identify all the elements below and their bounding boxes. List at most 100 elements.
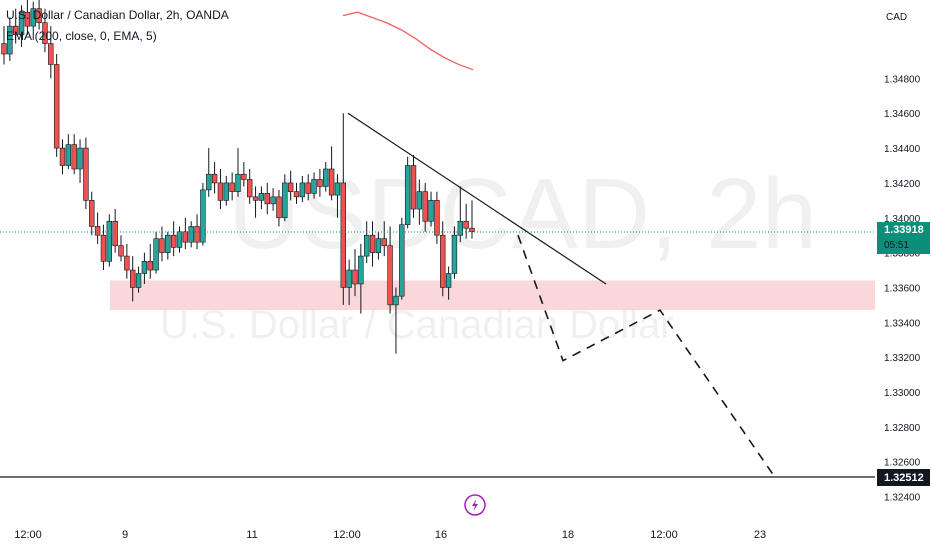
candle-body: [358, 255, 364, 285]
time-tick-label: 18: [562, 529, 574, 541]
candle: [159, 226, 165, 262]
candle: [59, 139, 66, 175]
candle-body: [1, 43, 7, 55]
candle-body: [153, 238, 159, 271]
candle-body: [36, 8, 42, 23]
candle-body: [48, 43, 54, 65]
lightning-bolt-icon[interactable]: [464, 494, 486, 516]
candle-body: [77, 147, 83, 170]
candle: [200, 182, 206, 246]
candle: [287, 170, 294, 201]
candle: [282, 174, 288, 222]
candle-body: [112, 220, 118, 246]
candle-body: [469, 227, 475, 233]
candle-body: [387, 245, 393, 306]
candle-body: [317, 179, 323, 187]
candle: [445, 266, 452, 300]
candle: [317, 168, 323, 197]
candle-body: [147, 261, 153, 271]
candle: [206, 148, 212, 197]
candle-body: [282, 182, 288, 219]
candle-body: [410, 165, 417, 210]
candle-body: [299, 182, 306, 198]
indicator-legend: EMA (200, close, 0, EMA, 5): [6, 29, 157, 43]
candle-body: [416, 191, 423, 210]
candle-body: [445, 273, 452, 288]
candle-body: [293, 191, 300, 198]
candle: [182, 217, 189, 250]
price-tick-label: 1.33800: [884, 249, 921, 260]
target-price-badge: [877, 469, 930, 487]
price-tick-label: 1.33400: [884, 318, 921, 329]
candle: [387, 226, 393, 314]
candle-body: [247, 179, 253, 198]
candle-body: [89, 200, 95, 227]
candle-body: [404, 165, 411, 226]
candle-body: [276, 196, 282, 219]
time-tick-label: 23: [754, 529, 766, 541]
candle-body: [457, 220, 463, 236]
candle: [118, 235, 124, 262]
ema-200-line: [342, 11, 474, 71]
candle: [369, 221, 376, 267]
candle: [305, 174, 311, 201]
price-tick-label: 1.34000: [884, 214, 921, 225]
candle-body: [258, 193, 265, 201]
candle-body: [235, 173, 241, 192]
candle-body: [264, 193, 270, 205]
candle: [276, 189, 282, 227]
candle-body: [229, 182, 235, 192]
candle-body: [270, 196, 276, 205]
ema-layer: [342, 11, 474, 71]
candle: [130, 256, 136, 302]
candle-body: [118, 245, 124, 257]
candle: [323, 162, 329, 192]
candle: [328, 146, 335, 201]
candle: [7, 17, 13, 61]
candle-body: [83, 147, 89, 201]
time-tick-label: 12:00: [333, 529, 361, 541]
candle-body: [305, 182, 311, 194]
price-tick-label: 1.34200: [884, 179, 921, 190]
candle-body: [328, 168, 335, 196]
candle-body: [106, 220, 113, 262]
symbol-watermark: USDCAD, 2h U.S. Dollar / Canadian Dollar: [160, 158, 817, 347]
candle: [375, 231, 382, 260]
candle-body: [182, 231, 189, 243]
candle: [112, 209, 118, 253]
candle: [235, 148, 241, 197]
candle-body: [94, 226, 101, 236]
candle-body: [217, 182, 224, 201]
candle: [293, 182, 300, 204]
support-zone-layer: [110, 280, 875, 311]
candle: [258, 186, 265, 210]
candle-body: [53, 64, 60, 149]
candle: [42, 8, 48, 53]
candle-body: [287, 182, 294, 192]
candle: [106, 214, 113, 267]
candle: [176, 226, 183, 253]
candle-body: [59, 147, 66, 166]
price-axis[interactable]: CAD: [886, 12, 907, 23]
price-axis-ticks: 1.34800 1.34600 1.34400 1.34200 1.34000 1.338…: [884, 74, 921, 503]
candle-body: [375, 238, 382, 253]
current-price-badge: [877, 222, 930, 255]
candle: [463, 203, 469, 239]
candle: [457, 186, 463, 243]
candle-body: [451, 234, 458, 274]
candle: [89, 191, 95, 236]
candle: [247, 168, 253, 204]
candle: [48, 26, 54, 79]
candle-body: [252, 196, 259, 201]
candle: [311, 172, 317, 199]
price-tick-label: 1.34800: [884, 74, 921, 85]
candle: [410, 155, 417, 218]
candle: [434, 191, 440, 244]
candle: [346, 259, 352, 305]
candle: [24, 0, 31, 35]
candle-body: [135, 273, 142, 288]
candle-body: [130, 269, 136, 288]
candle-body: [352, 269, 358, 285]
candle-body: [176, 231, 183, 248]
